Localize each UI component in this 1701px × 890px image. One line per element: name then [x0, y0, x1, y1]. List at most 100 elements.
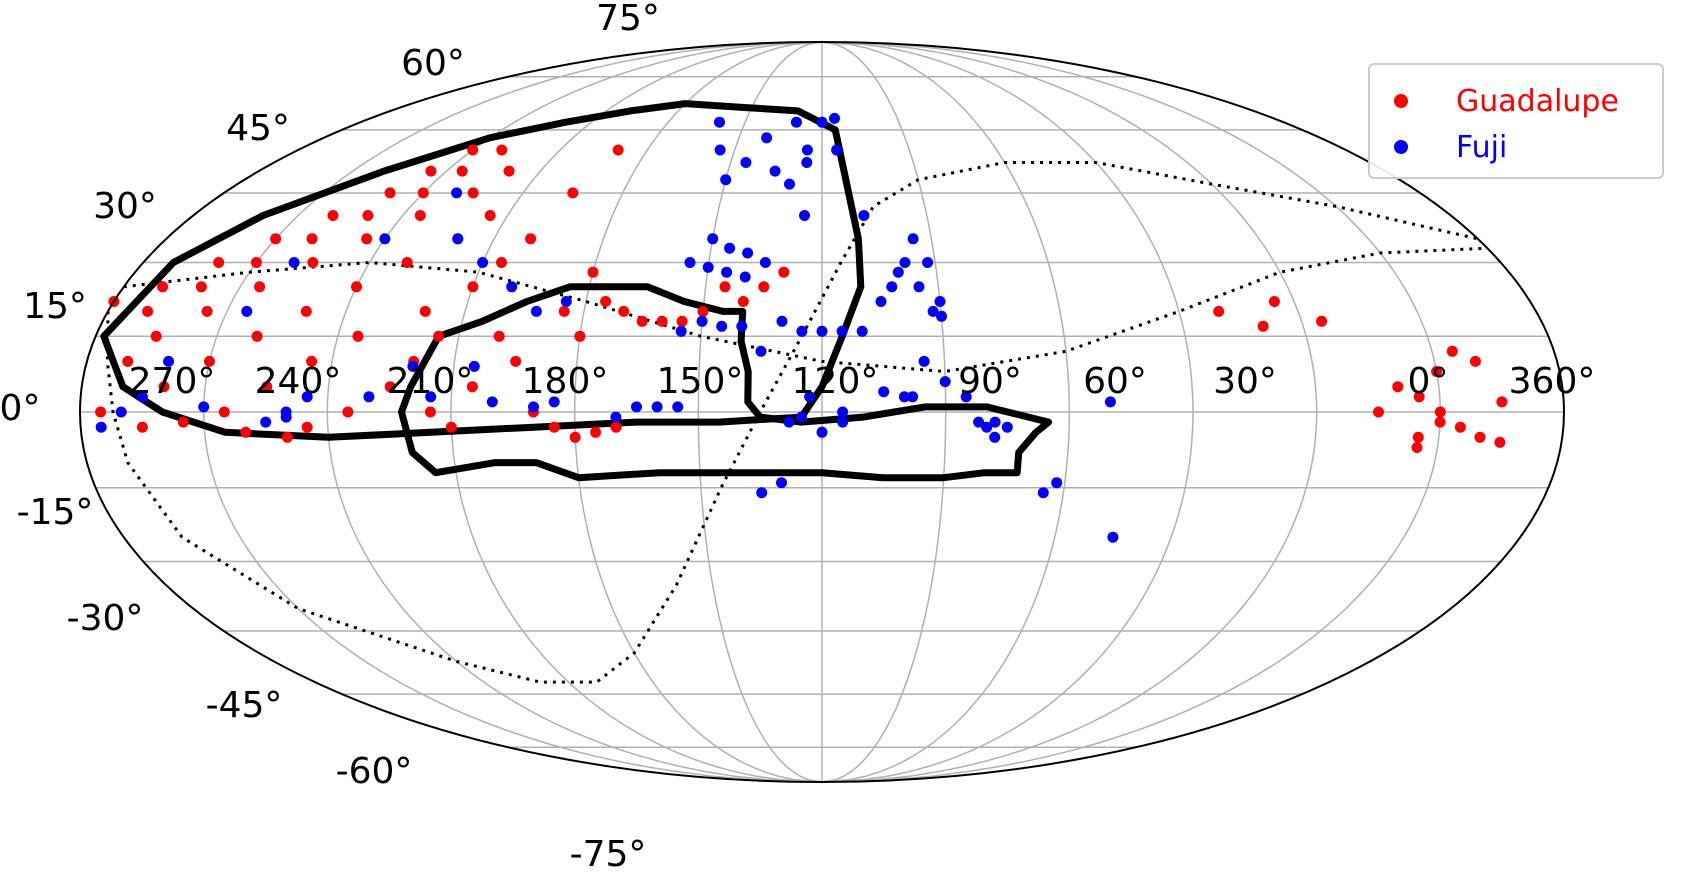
- point-guadalupe: [433, 330, 445, 342]
- point-guadalupe: [778, 266, 790, 278]
- point-fuji: [714, 144, 726, 156]
- point-fuji: [707, 233, 719, 245]
- point-guadalupe: [496, 257, 507, 268]
- point-fuji: [724, 242, 736, 254]
- point-fuji: [801, 144, 813, 156]
- point-guadalupe: [158, 381, 170, 393]
- point-fuji: [934, 296, 946, 307]
- point-fuji: [198, 401, 210, 413]
- point-guadalupe: [425, 165, 437, 177]
- graticule-grid: [80, 41, 1564, 783]
- point-guadalupe: [574, 330, 586, 342]
- point-fuji: [684, 257, 696, 268]
- point-guadalupe: [177, 416, 189, 428]
- point-guadalupe: [201, 305, 213, 317]
- point-fuji: [918, 355, 930, 367]
- point-fuji: [1051, 477, 1063, 489]
- legend-label-fuji: Fuji: [1456, 129, 1508, 165]
- point-fuji: [468, 360, 480, 372]
- point-fuji: [936, 310, 947, 322]
- point-guadalupe: [261, 381, 273, 393]
- point-fuji: [301, 391, 313, 403]
- tick-labels: 270° 240° 210° 180° 150° 120° 90° 60° 30° 0° 360° 7…: [0, 0, 1595, 875]
- point-fuji: [672, 401, 684, 413]
- point-fuji: [756, 487, 768, 499]
- point-guadalupe: [204, 355, 215, 367]
- point-fuji: [829, 112, 840, 124]
- point-fuji: [1107, 531, 1119, 543]
- point-guadalupe: [1392, 381, 1404, 393]
- point-fuji: [837, 406, 849, 418]
- point-fuji: [801, 157, 813, 168]
- point-guadalupe: [361, 233, 373, 245]
- point-guadalupe: [414, 210, 426, 221]
- point-guadalupe: [1431, 366, 1443, 377]
- point-guadalupe: [719, 281, 731, 293]
- ra-tick-label: 240°: [255, 361, 342, 402]
- point-guadalupe: [281, 431, 293, 443]
- point-fuji: [1104, 396, 1116, 408]
- point-guadalupe: [157, 281, 169, 293]
- point-fuji: [610, 411, 622, 423]
- point-fuji: [927, 305, 939, 317]
- point-fuji: [720, 174, 732, 186]
- point-guadalupe: [301, 421, 313, 433]
- dec-tick-label: 75°: [596, 0, 660, 39]
- legend-entry-guadalupe: Guadalupe: [1370, 81, 1619, 121]
- point-fuji: [136, 391, 148, 403]
- point-guadalupe: [1474, 431, 1486, 443]
- point-fuji: [742, 247, 754, 259]
- point-fuji: [407, 360, 419, 372]
- point-guadalupe: [122, 355, 134, 367]
- point-fuji: [913, 281, 925, 293]
- point-fuji: [922, 257, 934, 268]
- point-guadalupe: [467, 187, 479, 199]
- dec-tick-label: -30°: [67, 598, 144, 639]
- point-guadalupe: [1454, 421, 1466, 433]
- point-fuji: [675, 325, 687, 337]
- point-fuji: [716, 320, 728, 332]
- point-fuji: [528, 401, 539, 413]
- point-fuji: [837, 416, 849, 428]
- point-fuji: [790, 116, 802, 128]
- point-guadalupe: [419, 305, 431, 317]
- point-guadalupe: [254, 281, 266, 293]
- point-fuji: [796, 325, 808, 337]
- point-fuji: [799, 210, 810, 221]
- point-fuji: [702, 261, 714, 273]
- point-fuji: [989, 431, 1001, 443]
- dec-tick-label: -60°: [336, 751, 413, 792]
- point-fuji: [241, 305, 253, 317]
- point-guadalupe: [213, 257, 225, 268]
- point-fuji: [816, 325, 828, 337]
- ra-tick-label: 150°: [657, 361, 744, 402]
- legend-marker-guadalupe: [1394, 94, 1408, 108]
- point-guadalupe: [445, 421, 457, 433]
- point-guadalupe: [525, 233, 537, 245]
- ra-tick-label: 180°: [522, 361, 609, 402]
- dec-tick-label: 45°: [226, 108, 290, 149]
- point-guadalupe: [503, 165, 515, 177]
- point-guadalupe: [1434, 406, 1446, 418]
- ra-tick-label: 360°: [1509, 361, 1596, 402]
- point-guadalupe: [493, 330, 505, 342]
- point-guadalupe: [1373, 406, 1384, 418]
- point-fuji: [260, 416, 272, 428]
- point-guadalupe: [362, 210, 374, 221]
- point-guadalupe: [618, 305, 630, 317]
- point-fuji: [721, 266, 733, 278]
- legend-label-guadalupe: Guadalupe: [1456, 83, 1619, 119]
- point-fuji: [548, 396, 560, 408]
- point-guadalupe: [558, 305, 570, 317]
- point-fuji: [939, 376, 951, 388]
- point-guadalupe: [250, 257, 262, 268]
- galactic-plane-curve: [105, 161, 1478, 684]
- point-fuji: [288, 257, 300, 268]
- point-guadalupe: [136, 421, 148, 433]
- point-guadalupe: [401, 257, 413, 268]
- point-guadalupe: [569, 431, 581, 443]
- point-fuji: [981, 421, 993, 433]
- point-guadalupe: [467, 281, 479, 293]
- point-guadalupe: [567, 187, 579, 199]
